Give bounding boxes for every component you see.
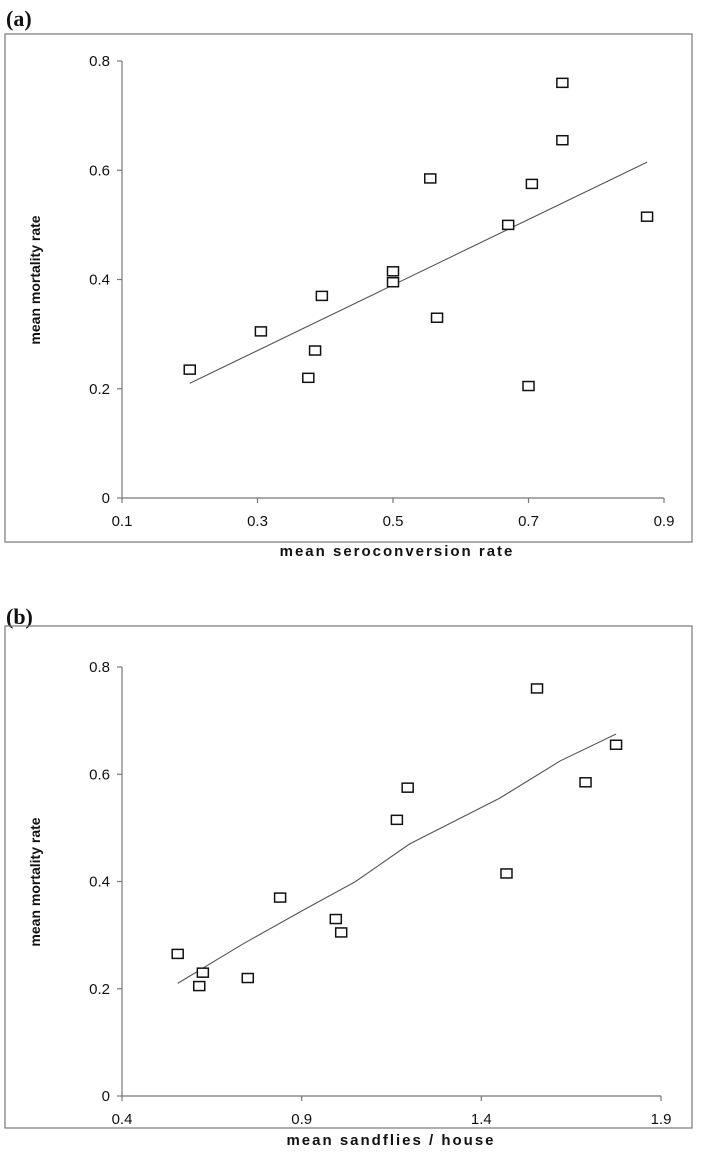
x-tick-label: 0.9	[654, 513, 675, 530]
scatter-chart-a: 0 0.2 0.4 0.6 0.8 0.1 0.3 0.5 0.7 0.9 mean mortali…	[4, 33, 693, 560]
chart-frame	[4, 625, 693, 1129]
data-point-marker	[386, 266, 400, 277]
x-tick-label: 0.4	[112, 1111, 133, 1128]
chart-frame	[4, 33, 693, 543]
x-tick-label: 1.4	[471, 1111, 492, 1128]
x-tick-label: 0.9	[291, 1111, 312, 1128]
panel-label-b: (b)	[6, 604, 33, 629]
data-point-marker	[556, 77, 569, 89]
y-tick-label: 0.2	[89, 381, 110, 398]
y-tick-label: 0.6	[89, 766, 110, 783]
x-tick-label: 0.7	[518, 513, 539, 530]
y-tick-label: 0.8	[89, 659, 110, 676]
data-point-marker	[525, 178, 539, 190]
data-point-marker	[390, 814, 404, 826]
x-axis-label: mean sandflies / house	[286, 1132, 495, 1149]
data-point-marker	[302, 372, 315, 384]
x-axis-label: mean seroconversion rate	[280, 543, 515, 560]
data-point-marker	[254, 326, 268, 337]
data-point-marker	[241, 972, 255, 984]
trend-line	[177, 733, 617, 984]
y-tick-label: 0.6	[89, 162, 110, 179]
y-axis-label: mean mortality rate	[27, 817, 43, 946]
data-point-marker	[430, 312, 444, 323]
data-point-marker	[522, 380, 535, 392]
data-point-marker	[193, 980, 206, 992]
data-point-marker	[501, 219, 515, 231]
data-point-marker	[579, 777, 592, 788]
y-axis-label: mean mortality rate	[27, 215, 43, 344]
y-tick-label: 0.4	[89, 272, 110, 289]
y-tick-label: 0	[102, 490, 110, 507]
trend-line	[189, 161, 648, 384]
panel-label-a: (a)	[6, 6, 32, 31]
scatter-chart-b: 0 0.2 0.4 0.6 0.8 0.4 0.9 1.4 1.9 mean mortality …	[4, 625, 693, 1149]
data-point-marker	[386, 276, 400, 288]
data-point-marker	[334, 927, 348, 938]
data-point-marker	[171, 948, 184, 960]
y-tick-label: 0.8	[89, 53, 110, 70]
data-point-marker	[273, 892, 287, 903]
data-point-marker	[329, 913, 343, 925]
data-point-marker	[183, 364, 196, 375]
data-point-marker	[308, 345, 322, 356]
data-point-marker	[556, 134, 569, 146]
data-point-marker	[196, 967, 210, 978]
x-tick-label: 0.5	[383, 513, 404, 530]
data-point-marker	[609, 739, 623, 751]
data-point-marker	[640, 211, 654, 222]
y-tick-label: 0.2	[89, 981, 110, 998]
data-point-marker	[500, 868, 513, 879]
data-point-marker	[424, 173, 437, 184]
x-tick-label: 1.9	[651, 1111, 672, 1128]
data-point-marker	[530, 683, 544, 694]
y-tick-label: 0.4	[89, 874, 110, 891]
data-point-marker	[315, 290, 329, 302]
y-tick-label: 0	[102, 1088, 110, 1105]
data-point-marker	[401, 782, 414, 793]
x-tick-label: 0.3	[247, 513, 268, 530]
x-tick-label: 0.1	[112, 513, 133, 530]
